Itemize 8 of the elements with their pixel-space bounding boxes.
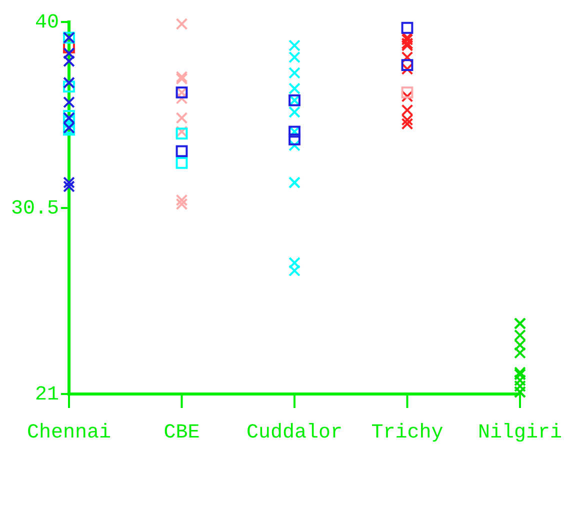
x-tick-label: Cuddalor	[246, 421, 343, 444]
y-tick-label: 21	[34, 383, 59, 406]
y-tick-label: 40	[34, 11, 59, 34]
x-tick-label: CBE	[164, 421, 200, 444]
y-tick-label: 30.5	[10, 197, 59, 220]
x-tick-label: Trichy	[371, 421, 444, 444]
x-tick-label: Nilgiri	[478, 421, 562, 444]
x-tick-label: Chennai	[26, 421, 112, 444]
